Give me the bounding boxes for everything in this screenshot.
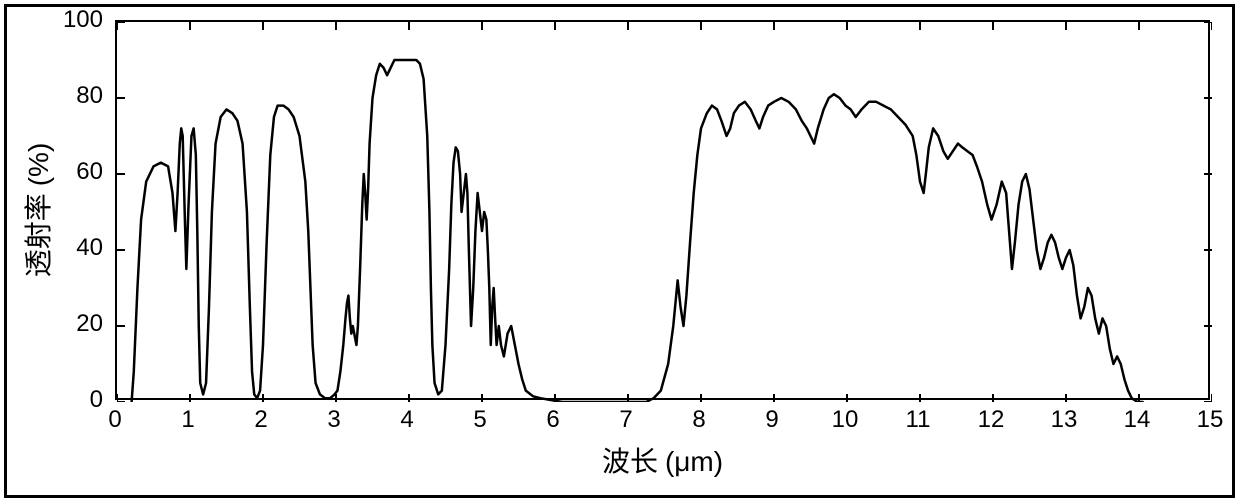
y-tick-label: 0 bbox=[53, 386, 103, 414]
x-tick-label: 3 bbox=[327, 406, 340, 434]
x-tick-label: 2 bbox=[254, 406, 267, 434]
x-tick-label: 0 bbox=[108, 406, 121, 434]
y-tick-label: 20 bbox=[53, 310, 103, 338]
x-tick-label: 1 bbox=[181, 406, 194, 434]
x-tick-label: 9 bbox=[765, 406, 778, 434]
x-tick-label: 15 bbox=[1197, 406, 1224, 434]
x-axis-title-main: 波长 bbox=[602, 447, 658, 478]
x-tick-label: 4 bbox=[400, 406, 413, 434]
x-tick-label: 7 bbox=[619, 406, 632, 434]
plot-svg bbox=[117, 22, 1212, 402]
x-tick-label: 5 bbox=[473, 406, 486, 434]
x-tick-label: 11 bbox=[906, 406, 931, 434]
x-axis-title-unit: (μm) bbox=[665, 446, 723, 477]
y-axis-title: 透射率 (%) bbox=[17, 143, 57, 278]
plot-area bbox=[115, 20, 1210, 400]
y-tick-label: 60 bbox=[53, 158, 103, 186]
y-tick-label: 80 bbox=[53, 82, 103, 110]
y-axis-title-main: 透射率 bbox=[24, 193, 55, 277]
x-tick-label: 8 bbox=[692, 406, 705, 434]
y-tick-label: 40 bbox=[53, 234, 103, 262]
x-tick-label: 12 bbox=[978, 406, 1005, 434]
y-axis-title-unit: (%) bbox=[23, 143, 54, 187]
x-tick-label: 6 bbox=[546, 406, 559, 434]
series-transmittance bbox=[132, 60, 1143, 402]
y-tick-label: 100 bbox=[53, 6, 103, 34]
x-tick-label: 10 bbox=[832, 406, 859, 434]
x-axis-title: 波长 (μm) bbox=[602, 440, 723, 480]
transmittance-chart: 透射率 (%) 波长 (μm) 020406080100012345678910… bbox=[0, 0, 1239, 502]
x-tick-label: 13 bbox=[1051, 406, 1078, 434]
x-tick-label: 14 bbox=[1124, 406, 1151, 434]
